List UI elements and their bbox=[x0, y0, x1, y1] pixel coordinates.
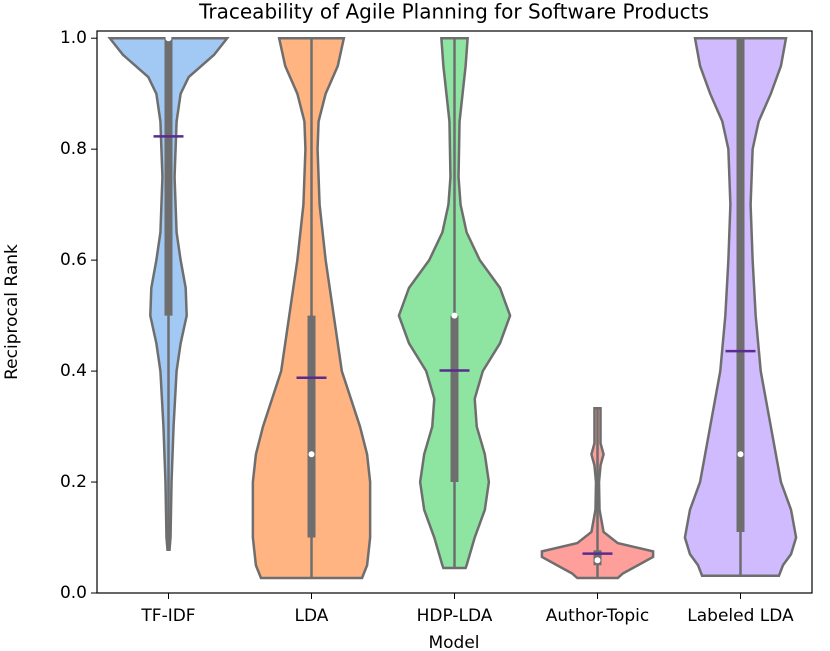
y-axis-label: Reciprocal Rank bbox=[2, 244, 22, 380]
y-tick-label: 0.6 bbox=[60, 250, 87, 270]
x-axis-label: Model bbox=[428, 633, 479, 651]
median bbox=[451, 312, 458, 319]
median bbox=[165, 35, 172, 42]
median bbox=[308, 451, 315, 458]
median bbox=[737, 451, 744, 458]
y-tick-label: 1.0 bbox=[60, 28, 87, 48]
x-tick-label: Labeled LDA bbox=[687, 606, 794, 626]
median bbox=[594, 557, 601, 564]
x-tick-label: TF-IDF bbox=[140, 606, 195, 626]
x-tick-label: LDA bbox=[295, 606, 329, 626]
y-tick-label: 0.0 bbox=[60, 583, 87, 603]
x-tick-label: Author-Topic bbox=[546, 606, 649, 626]
y-tick-label: 0.2 bbox=[60, 472, 87, 492]
plot-frame bbox=[96, 30, 813, 594]
y-tick-label: 0.4 bbox=[60, 361, 87, 381]
chart-title: Traceability of Agile Planning for Softw… bbox=[198, 0, 709, 24]
x-tick-label: HDP-LDA bbox=[417, 606, 493, 626]
y-tick-label: 0.8 bbox=[60, 139, 87, 159]
